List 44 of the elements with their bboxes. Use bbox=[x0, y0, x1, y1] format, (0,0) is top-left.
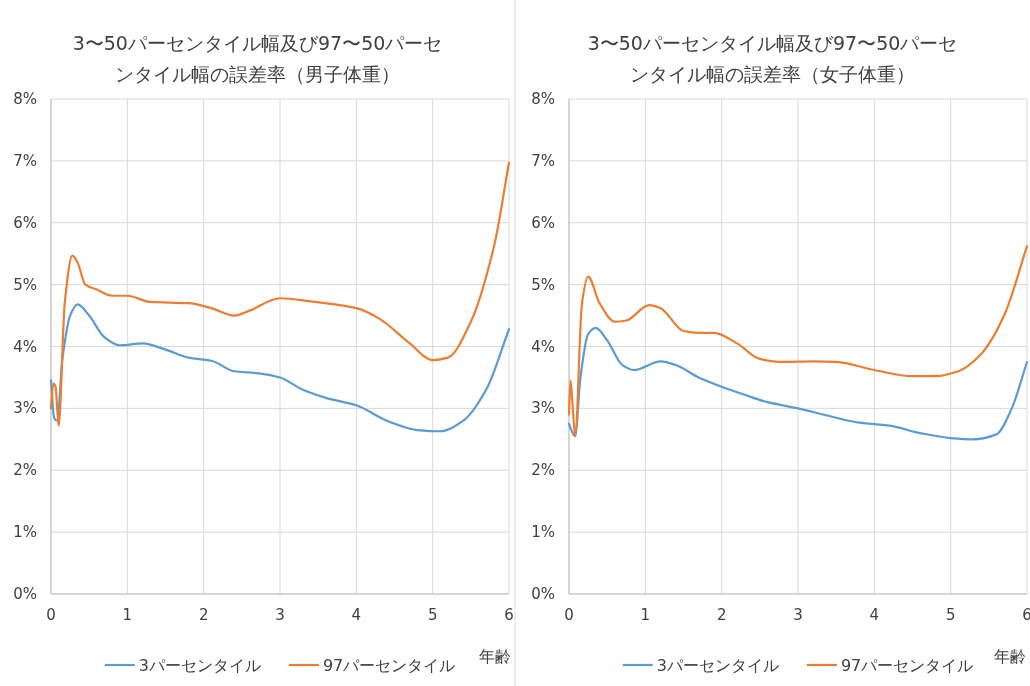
y-tick-label: 5% bbox=[531, 275, 555, 294]
legend-label: 3パーセンタイル bbox=[138, 656, 261, 675]
legend-label: 97パーセンタイル bbox=[840, 656, 974, 675]
line-series bbox=[567, 326, 1029, 441]
chart-title: 3〜50パーセンタイル幅及び97〜50パーセンタイル幅の誤差率（女子体重） bbox=[587, 32, 958, 85]
y-tick-label: 6% bbox=[531, 213, 555, 232]
x-tick-label: 2 bbox=[198, 606, 209, 624]
x-tick-label: 4 bbox=[351, 606, 362, 624]
y-tick-label: 0% bbox=[13, 585, 37, 603]
line-series bbox=[567, 245, 1029, 438]
legend-label: 3パーセンタイル bbox=[656, 656, 779, 675]
y-tick-label: 6% bbox=[13, 213, 37, 232]
x-tick-label: 3 bbox=[793, 606, 803, 624]
x-tick-label: 0 bbox=[46, 606, 56, 624]
x-tick-label: 1 bbox=[640, 606, 651, 624]
y-tick-label: 7% bbox=[13, 151, 37, 170]
line-series bbox=[49, 303, 511, 433]
x-tick-label: 5 bbox=[945, 606, 956, 624]
y-tick-label: 7% bbox=[531, 151, 555, 170]
x-tick-label: 0 bbox=[564, 606, 574, 624]
x-tick-label: 6 bbox=[1022, 606, 1030, 624]
y-tick-label: 8% bbox=[13, 90, 37, 108]
y-tick-label: 1% bbox=[531, 523, 555, 542]
x-tick-label: 2 bbox=[716, 606, 727, 624]
x-tick-label: 6 bbox=[504, 606, 514, 624]
x-axis-title: 年齢 bbox=[479, 647, 511, 666]
y-tick-label: 5% bbox=[13, 275, 37, 294]
legend-label: 97パーセンタイル bbox=[322, 656, 456, 675]
y-tick-label: 2% bbox=[531, 461, 555, 480]
y-tick-label: 0% bbox=[531, 585, 555, 603]
y-tick-label: 1% bbox=[13, 523, 37, 542]
x-tick-label: 1 bbox=[122, 606, 133, 624]
x-tick-label: 4 bbox=[869, 606, 880, 624]
chart-title: 3〜50パーセンタイル幅及び97〜50パーセンタイル幅の誤差率（男子体重） bbox=[72, 32, 443, 85]
x-tick-label: 3 bbox=[275, 606, 285, 624]
y-tick-label: 4% bbox=[13, 337, 37, 356]
y-tick-label: 8% bbox=[531, 90, 555, 108]
x-axis-title: 年齢 bbox=[994, 647, 1026, 666]
line-series bbox=[49, 161, 511, 427]
y-tick-label: 3% bbox=[13, 399, 37, 418]
y-tick-label: 3% bbox=[531, 399, 555, 418]
y-tick-label: 2% bbox=[13, 461, 37, 480]
y-tick-label: 4% bbox=[531, 337, 555, 356]
x-tick-label: 5 bbox=[427, 606, 438, 624]
